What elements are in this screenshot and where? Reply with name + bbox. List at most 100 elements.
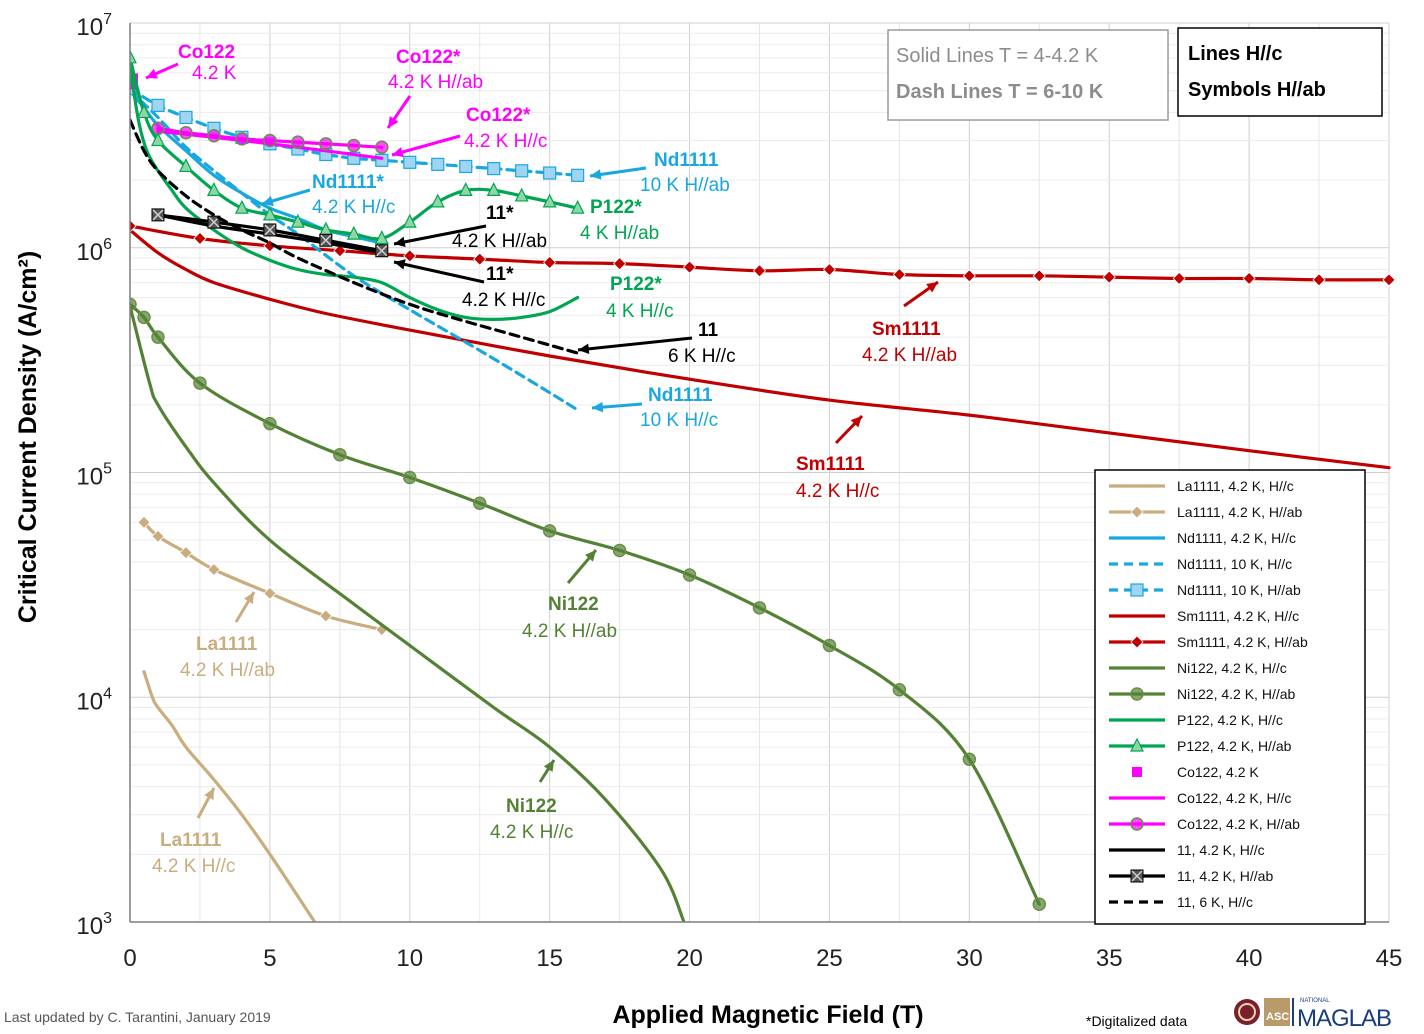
data-point — [374, 230, 389, 245]
data-point — [1102, 270, 1116, 284]
series-11-6-k-h-c — [130, 118, 580, 355]
legend-label: P122, 4.2 K, H//c — [1177, 712, 1283, 728]
data-point — [130, 297, 137, 312]
data-point — [752, 264, 767, 278]
data-point — [179, 546, 193, 560]
legend-marker — [1130, 687, 1144, 701]
data-point — [822, 262, 837, 277]
annotation-co122: Co122* 4.2 K H//c — [391, 105, 547, 158]
data-point — [193, 231, 207, 246]
legend-label: Co122, 4.2 K, H//c — [1177, 790, 1291, 806]
data-point — [319, 609, 333, 623]
data-point — [208, 216, 220, 228]
legend-entry: Nd1111, 4.2 K, H//c — [1109, 530, 1296, 546]
arrowhead-icon — [146, 68, 158, 79]
annotation-condition: 4 K H//c — [606, 301, 674, 322]
annotation-name: Nd1111* — [312, 172, 384, 193]
legend-entry: 11, 6 K, H//c — [1109, 894, 1253, 910]
annotation-arrow — [393, 224, 487, 246]
temperature-note-box: Solid Lines T = 4-4.2 K Dash Lines T = 6… — [887, 29, 1169, 121]
annotation-name: Nd1111 — [654, 150, 719, 171]
annotation-11: 11 6 K H//c — [577, 320, 736, 367]
data-point — [137, 310, 151, 325]
arrowhead-icon — [590, 169, 602, 180]
annotation-name: 11 — [698, 320, 719, 341]
footer-updated: Last updated by C. Tarantini, January 20… — [4, 1009, 271, 1025]
annotation-la1111: La1111 4.2 K H//c — [152, 787, 235, 877]
data-point — [473, 252, 487, 266]
arrowhead-icon — [262, 195, 274, 206]
legend-entry: Co122, 4.2 K, H//ab — [1109, 816, 1300, 832]
data-point — [962, 752, 977, 766]
legend-label: P122, 4.2 K, H//ab — [1177, 738, 1292, 754]
annotation-condition: 4.2 K H//c — [312, 197, 395, 218]
data-point — [206, 182, 221, 196]
arrowhead-icon — [394, 259, 406, 270]
annotation-name: Co122* — [396, 47, 461, 68]
series-co122-4-2-k-h-ab — [151, 121, 389, 155]
annotation-nd1111: Nd1111 10 K H//c — [591, 385, 718, 431]
legend-entry: P122, 4.2 K, H//ab — [1109, 737, 1292, 754]
data-point — [235, 132, 249, 146]
data-point — [542, 193, 557, 208]
annotation-condition: 4.2 K H//c — [490, 822, 573, 843]
annotation-p122: P122* 4 K H//c — [606, 274, 674, 322]
data-point — [962, 269, 976, 283]
arrowhead-icon — [578, 343, 590, 355]
annotation-condition: 4.2 K H//ab — [862, 345, 957, 366]
legend-entry: Co122, 4.2 K, H//c — [1109, 790, 1291, 806]
legend-entry: Sm1111, 4.2 K, H//c — [1109, 608, 1299, 624]
data-point — [376, 245, 388, 257]
data-point — [486, 182, 501, 196]
y-axis-label: Critical Current Density (A/cm²) — [14, 251, 42, 623]
data-point — [459, 159, 473, 174]
data-point — [178, 158, 193, 173]
data-point — [1032, 269, 1046, 283]
annotation-nd1111: Nd1111 10 K H//ab — [589, 150, 730, 196]
annotation-name: La1111 — [160, 830, 222, 851]
annotation-condition: 4.2 K H//ab — [452, 231, 547, 252]
annotation-name: P122* — [590, 197, 642, 218]
annotation-ni122: Ni122 4.2 K H//c — [490, 759, 573, 843]
annotation-sm1111: Sm1111 4.2 K H//ab — [862, 280, 957, 366]
annotation-condition: 10 K H//c — [640, 410, 718, 431]
annotation-sm1111: Sm1111 4.2 K H//c — [796, 414, 879, 502]
data-point — [333, 244, 347, 258]
series-line — [142, 670, 317, 922]
data-point — [1242, 271, 1256, 286]
x-tick-label: 40 — [1236, 945, 1263, 972]
data-point — [571, 168, 585, 182]
annotation-name: 11* — [486, 264, 514, 285]
arrowhead-icon — [388, 116, 399, 128]
data-point — [179, 110, 193, 125]
legend-label: Sm1111, 4.2 K, H//c — [1177, 608, 1299, 624]
arrowhead-icon — [543, 760, 554, 772]
x-tick-label: 5 — [263, 945, 276, 972]
legend-label: Nd1111, 10 K, H//c — [1177, 556, 1292, 572]
legend-label: 11, 6 K, H//c — [1177, 894, 1253, 910]
annotation-condition: 4.2 K H//ab — [388, 72, 483, 93]
annotation-co122: Co122* 4.2 K H//ab — [386, 47, 483, 129]
data-point — [430, 193, 445, 208]
data-point — [472, 496, 487, 510]
x-tick-label: 20 — [676, 945, 703, 972]
arrowhead-icon — [585, 550, 596, 562]
annotation-p122: P122* 4 K H//ab — [580, 197, 659, 244]
x-tick-label: 30 — [956, 945, 983, 972]
series-11-4-2-k-h-ab — [151, 208, 389, 258]
data-point — [207, 562, 221, 577]
data-point — [403, 249, 417, 263]
legend-entry: Ni122, 4.2 K, H//ab — [1109, 686, 1296, 702]
arrowhead-icon — [926, 282, 938, 293]
data-point — [543, 255, 557, 270]
legend-label: Ni122, 4.2 K, H//ab — [1177, 686, 1296, 702]
arrowhead-icon — [394, 236, 406, 248]
legend-label: Ni122, 4.2 K, H//c — [1177, 660, 1287, 676]
y-tick-label: 104 — [76, 685, 112, 715]
data-point — [543, 166, 557, 180]
annotation-name: P122* — [610, 274, 662, 295]
x-tick-label: 15 — [536, 945, 563, 972]
data-point — [320, 234, 332, 246]
legend-entry: Nd1111, 10 K, H//c — [1109, 556, 1292, 572]
